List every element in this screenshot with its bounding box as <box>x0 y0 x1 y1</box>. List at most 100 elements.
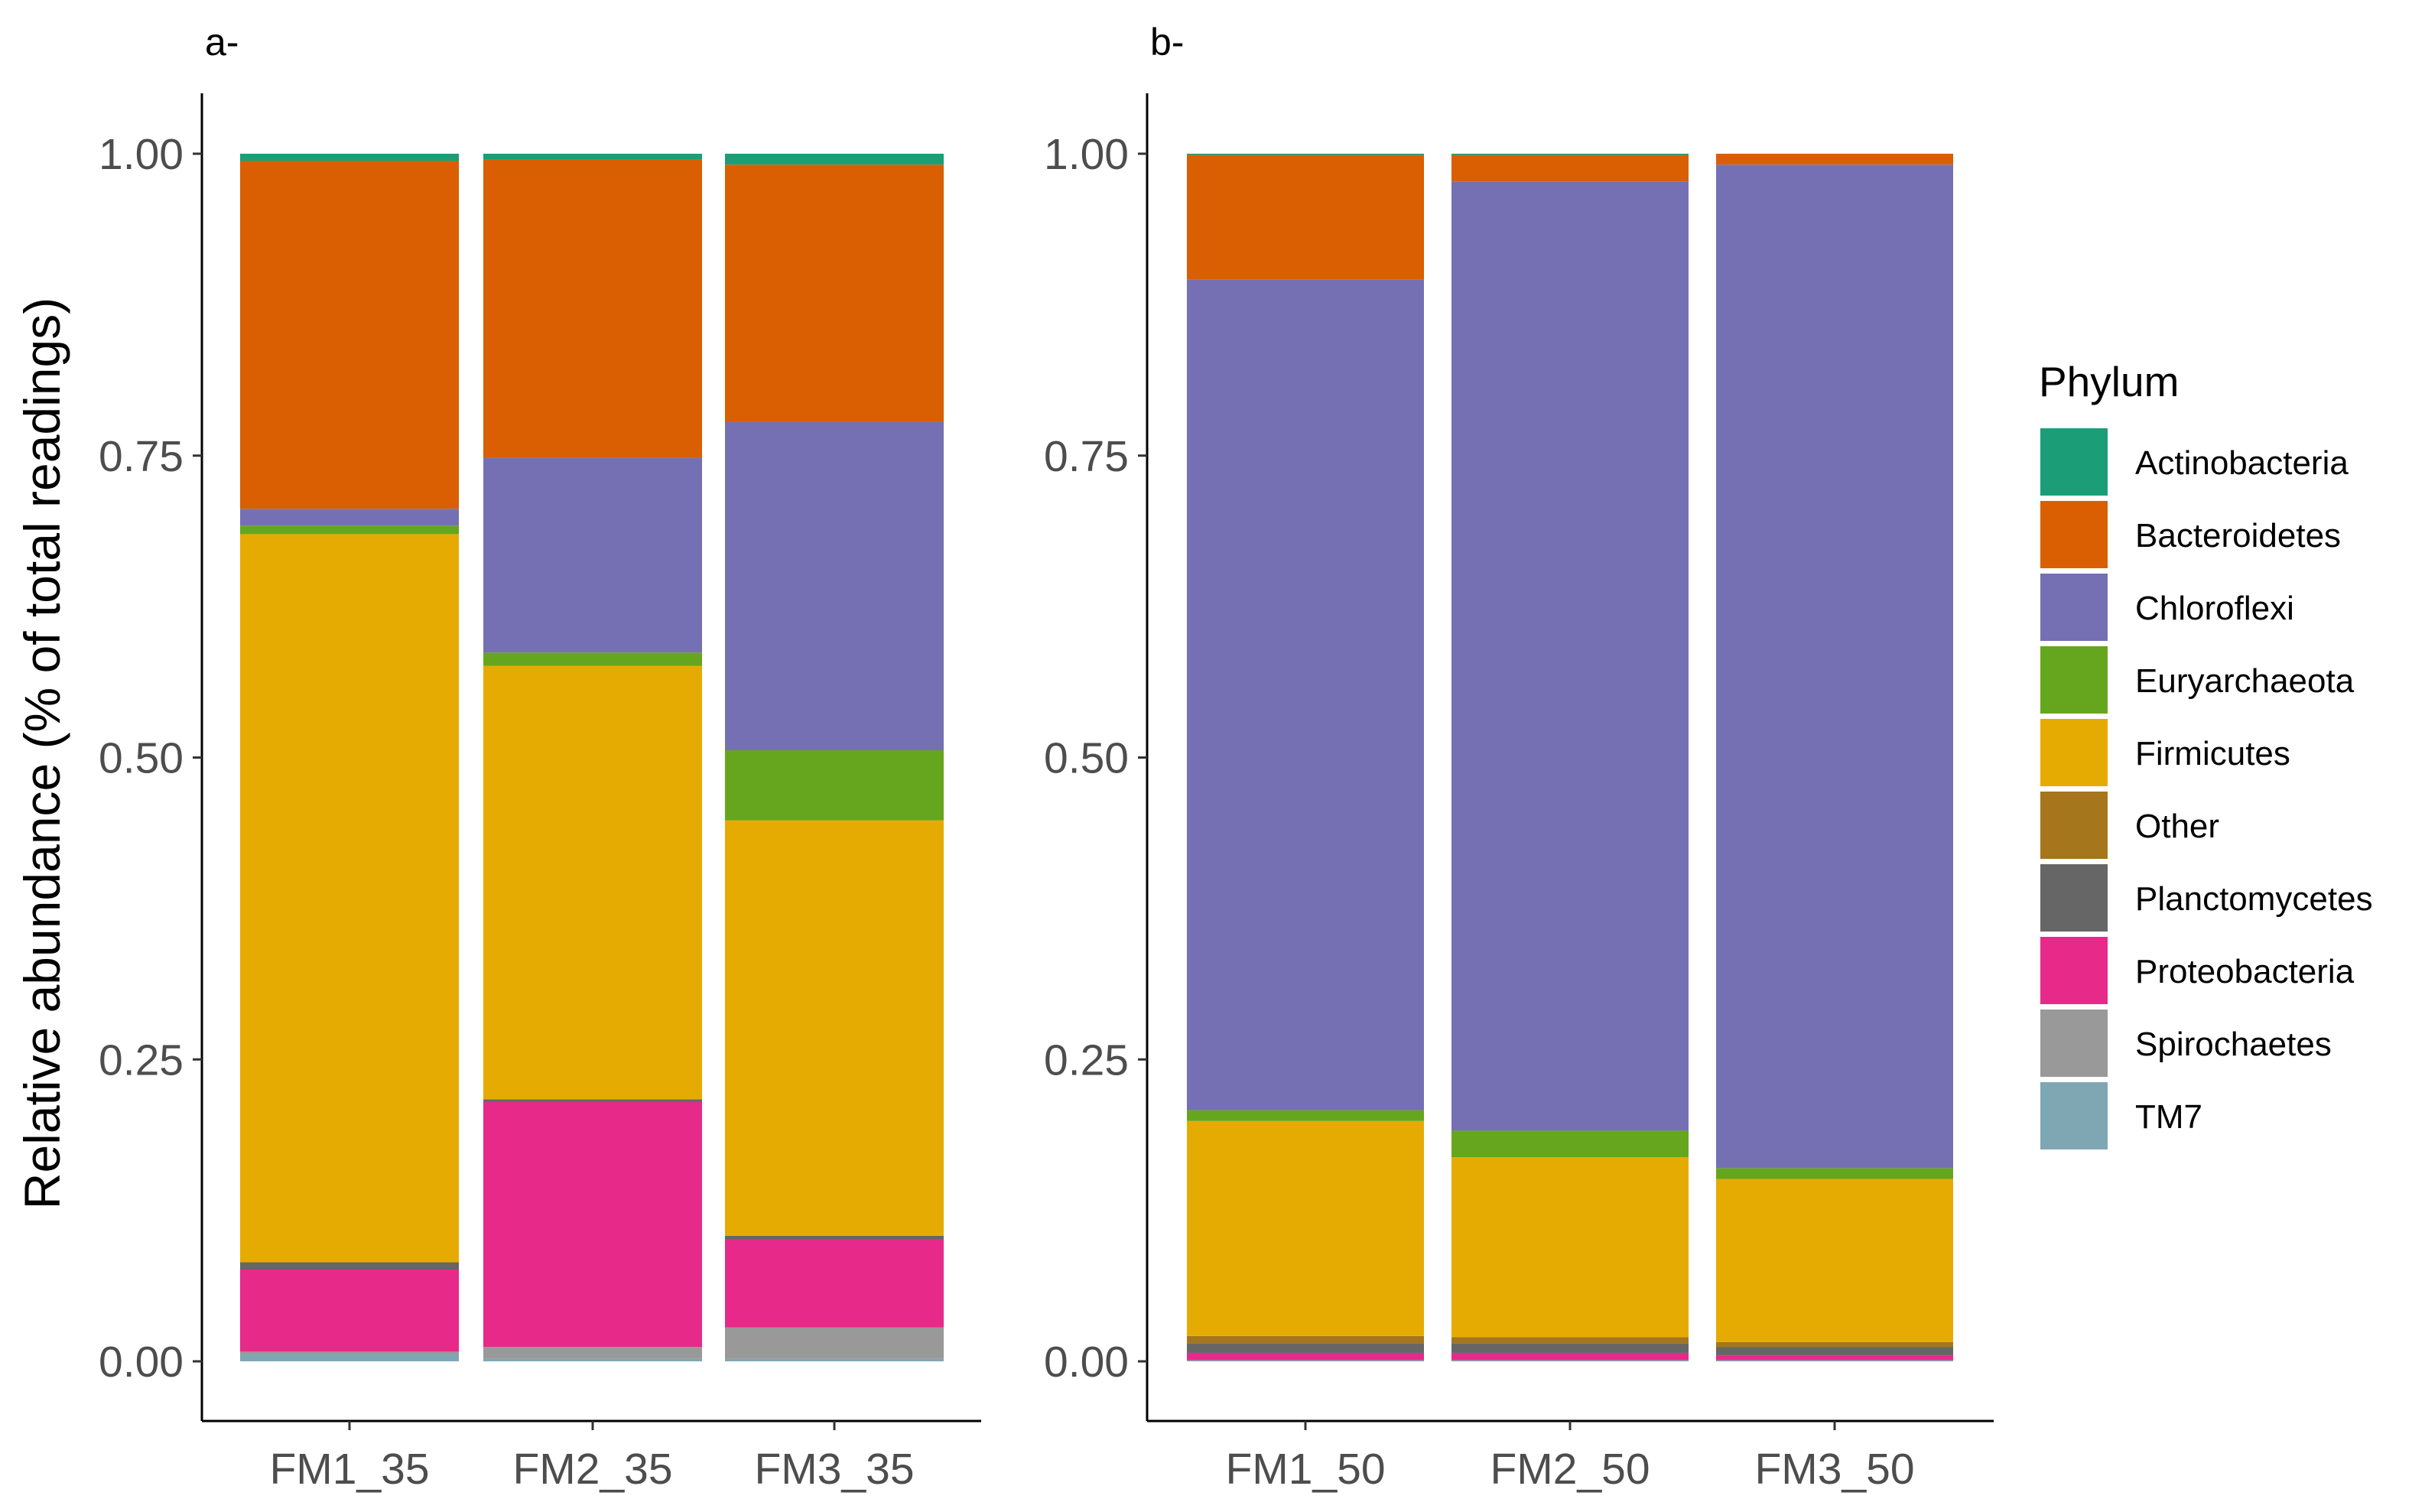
panel-tag: b- <box>1150 21 1184 63</box>
bar-FM1_50 <box>1187 154 1424 1361</box>
x-tick-label: FM3_50 <box>1754 1445 1914 1494</box>
y-axis-title: Relative abundance (% of total readings) <box>14 298 70 1209</box>
legend-label: Chloroflexi <box>2135 590 2294 627</box>
legend-label: Spirochaetes <box>2135 1026 2332 1063</box>
legend-title: Phylum <box>2039 358 2179 405</box>
bar-segment-euryarchaeota-fm2_35 <box>483 652 702 666</box>
legend-item-chloroflexi: Chloroflexi <box>2040 574 2294 641</box>
y-tick-label: 0.00 <box>99 1338 184 1387</box>
bar-segment-planctomycetes-fm3_35 <box>725 1235 944 1240</box>
bar-segment-tm7-fm3_50 <box>1716 1360 1953 1361</box>
legend-key-actinobacteria <box>2040 428 2108 496</box>
x-tick-label: FM3_35 <box>754 1445 914 1494</box>
bar-segment-euryarchaeota-fm3_50 <box>1716 1168 1953 1179</box>
bar-segment-euryarchaeota-fm3_35 <box>725 750 944 821</box>
legend: Phylum Actinobacteria Bacteroidetes Chloro… <box>2039 358 2373 1149</box>
bar-segment-other-fm1_50 <box>1187 1335 1424 1344</box>
x-tick-label: FM2_35 <box>512 1445 672 1494</box>
bar-FM1_35 <box>240 154 459 1361</box>
bar-segment-planctomycetes-fm1_50 <box>1187 1343 1424 1353</box>
x-tick-label: FM1_35 <box>269 1445 429 1494</box>
legend-label: Firmicutes <box>2135 735 2290 772</box>
bar-segment-euryarchaeota-fm1_35 <box>240 525 459 535</box>
bar-segment-proteobacteria-fm2_35 <box>483 1101 702 1348</box>
legend-item-other: Other <box>2040 792 2219 859</box>
bar-segment-tm7-fm3_35 <box>725 1358 944 1361</box>
y-tick-label: 0.25 <box>1044 1036 1129 1084</box>
legend-item-actinobacteria: Actinobacteria <box>2040 428 2349 496</box>
y-tick-label: 0.50 <box>1044 734 1129 783</box>
legend-item-tm7: TM7 <box>2040 1082 2202 1149</box>
panel-a: a- 0.00 0.25 0.50 0.75 1.00 FM1_35 FM2_35 FM3_35 <box>99 21 981 1494</box>
legend-key-planctomycetes <box>2040 864 2108 932</box>
bar-segment-proteobacteria-fm1_35 <box>240 1269 459 1352</box>
bar-segment-chloroflexi-fm3_50 <box>1716 164 1953 1169</box>
y-tick-label: 0.50 <box>99 734 184 783</box>
bar-segment-firmicutes-fm2_35 <box>483 665 702 1100</box>
legend-label: Other <box>2135 808 2219 845</box>
y-tick-label: 0.75 <box>1044 432 1129 481</box>
bar-segment-actinobacteria-fm2_50 <box>1451 154 1689 155</box>
bar-segment-proteobacteria-fm3_35 <box>725 1239 944 1328</box>
bar-segment-bacteroidetes-fm3_50 <box>1716 154 1953 165</box>
bar-segment-actinobacteria-fm1_50 <box>1187 154 1424 155</box>
legend-label: Bacteroidetes <box>2135 517 2341 554</box>
legend-label: Proteobacteria <box>2135 953 2355 990</box>
x-tick-label: FM1_50 <box>1225 1445 1385 1494</box>
bar-segment-chloroflexi-fm3_35 <box>725 421 944 751</box>
legend-item-firmicutes: Firmicutes <box>2040 719 2290 786</box>
legend-label: Actinobacteria <box>2135 444 2349 482</box>
bar-FM3_35 <box>725 154 944 1361</box>
y-tick-label: 1.00 <box>1044 130 1129 179</box>
legend-label: TM7 <box>2135 1098 2202 1136</box>
bar-segment-proteobacteria-fm1_50 <box>1187 1352 1424 1361</box>
legend-label: Euryarchaeota <box>2135 662 2355 700</box>
bar-segment-other-fm3_50 <box>1716 1341 1953 1348</box>
bar-segment-firmicutes-fm1_50 <box>1187 1120 1424 1336</box>
legend-item-planctomycetes: Planctomycetes <box>2040 864 2373 932</box>
panel-tag: a- <box>205 21 239 63</box>
bar-segment-spirochaetes-fm3_35 <box>725 1327 944 1359</box>
bar-FM3_50 <box>1716 154 1953 1361</box>
legend-key-bacteroidetes <box>2040 501 2108 568</box>
bar-segment-bacteroidetes-fm2_50 <box>1451 154 1689 182</box>
bar-segment-proteobacteria-fm2_50 <box>1451 1352 1689 1361</box>
bar-segment-euryarchaeota-fm1_50 <box>1187 1110 1424 1121</box>
bar-segment-actinobacteria-fm3_35 <box>725 154 944 165</box>
bar-segment-spirochaetes-fm1_35 <box>240 1351 459 1354</box>
bar-segment-firmicutes-fm1_35 <box>240 534 459 1263</box>
bar-segment-bacteroidetes-fm2_35 <box>483 159 702 458</box>
bar-segment-tm7-fm2_35 <box>483 1358 702 1361</box>
y-tick-label: 0.75 <box>99 432 184 481</box>
bar-segment-chloroflexi-fm2_50 <box>1451 181 1689 1131</box>
bar-segment-planctomycetes-fm2_50 <box>1451 1343 1689 1353</box>
bar-segment-proteobacteria-fm3_50 <box>1716 1355 1953 1361</box>
legend-item-spirochaetes: Spirochaetes <box>2040 1010 2332 1077</box>
bar-segment-tm7-fm2_50 <box>1451 1360 1689 1361</box>
bar-segment-euryarchaeota-fm2_50 <box>1451 1130 1689 1158</box>
y-tick-label: 0.25 <box>99 1036 184 1084</box>
bar-segment-planctomycetes-fm2_35 <box>483 1099 702 1102</box>
bar-segment-firmicutes-fm2_50 <box>1451 1157 1689 1338</box>
y-tick-label: 1.00 <box>99 130 184 179</box>
legend-key-proteobacteria <box>2040 937 2108 1004</box>
legend-key-tm7 <box>2040 1082 2108 1149</box>
panel-b: b- 0.00 0.25 0.50 0.75 1.00 FM1_50 FM2_50 FM3_50 <box>1044 21 1994 1494</box>
bar-segment-planctomycetes-fm3_50 <box>1716 1347 1953 1356</box>
bar-segment-tm7-fm1_50 <box>1187 1360 1424 1361</box>
bar-FM2_50 <box>1451 154 1689 1361</box>
legend-key-firmicutes <box>2040 719 2108 786</box>
bar-segment-actinobacteria-fm1_35 <box>240 154 459 161</box>
legend-item-proteobacteria: Proteobacteria <box>2040 937 2355 1004</box>
y-tick-label: 0.00 <box>1044 1338 1129 1387</box>
bar-segment-other-fm2_50 <box>1451 1337 1689 1344</box>
bar-FM2_35 <box>483 154 702 1361</box>
bar-segment-planctomycetes-fm1_35 <box>240 1262 459 1270</box>
bar-segment-chloroflexi-fm1_50 <box>1187 279 1424 1110</box>
bar-segment-bacteroidetes-fm1_35 <box>240 161 459 509</box>
legend-item-bacteroidetes: Bacteroidetes <box>2040 501 2341 568</box>
bar-segment-firmicutes-fm3_35 <box>725 820 944 1236</box>
bar-segment-bacteroidetes-fm3_35 <box>725 164 944 422</box>
legend-item-euryarchaeota: Euryarchaeota <box>2040 646 2355 714</box>
legend-key-chloroflexi <box>2040 574 2108 641</box>
